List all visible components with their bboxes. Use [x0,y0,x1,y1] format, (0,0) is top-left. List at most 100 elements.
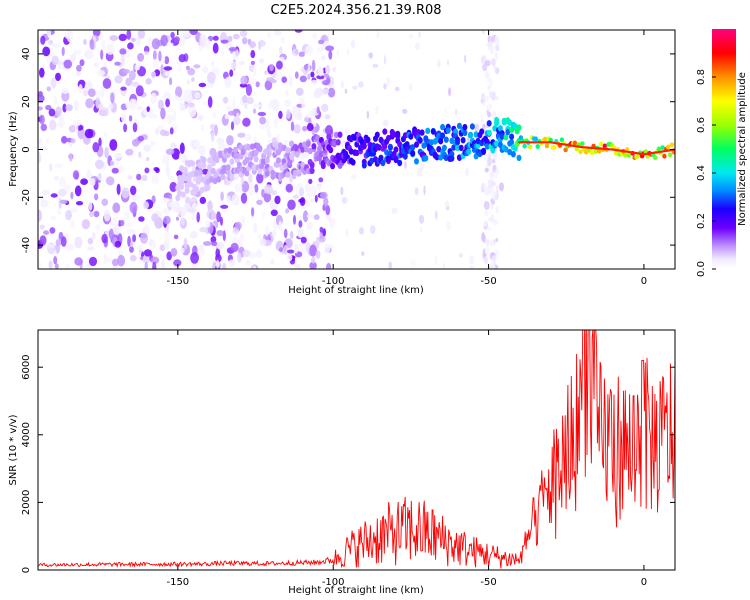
spectrogram-noise-blob [295,112,303,121]
spectrogram-noise-blob [85,98,94,109]
spectrogram-noise-blob [382,119,389,127]
spectrogram-noise-blob [264,225,269,237]
spectrogram-noise-blob [315,250,321,259]
spectrogram-noise-blob [153,50,157,61]
spectrogram-ridge-blob [486,120,492,127]
spectrogram-noise-blob [227,35,233,43]
spectrogram-noise-blob [252,265,257,269]
spectrogram-noise-blob [490,187,495,197]
spectrogram-noise-blob [312,32,318,40]
spectrogram-noise-blob [285,208,290,214]
spectrogram-noise-blob [249,41,256,49]
x-tick-label: -50 [480,577,496,588]
spectrogram-noise-blob [73,49,82,56]
colorbar-tick-label: 0.0 [696,261,707,277]
spectrogram-noise-blob [486,238,490,247]
spectrogram-noise-blob [103,209,111,222]
spectrogram-noise-blob [277,181,284,187]
spectrogram-noise-blob [210,130,215,143]
spectrogram-noise-blob [311,256,316,264]
spectrogram-ridge-blob [290,150,296,157]
spectrogram-noise-blob [299,187,305,197]
spectrogram-noise-blob [329,220,335,229]
spectrogram-noise-blob [292,214,297,225]
spectrogram-noise-blob [269,63,274,72]
spectrogram-noise-blob [180,247,185,254]
spectrogram-noise-blob [60,136,68,144]
spectrogram-noise-blob [288,75,293,88]
spectrogram-ridge-blob [490,147,496,154]
spectrogram-noise-blob [370,225,376,234]
spectrogram-ridge-blob [497,141,503,148]
spectrogram-noise-blob [488,90,493,99]
spectrogram-ridge-blob [597,148,602,154]
snr-series-line [38,330,675,569]
spectrogram-noise-blob [434,210,438,220]
spectrogram-noise-blob [132,122,138,133]
spectrogram-noise-blob [458,253,463,258]
spectrogram-noise-blob [225,105,234,113]
spectrogram-ridge-blob [281,144,287,151]
spectrogram-noise-blob [490,203,494,210]
spectrogram-noise-blob [179,35,186,47]
spectrogram-ridge-blob [382,128,388,135]
x-tick-label: 0 [641,577,647,588]
spectrogram-noise-blob [50,77,57,89]
spectrogram-noise-blob [271,190,278,196]
spectrogram-noise-blob [285,183,293,193]
spectrogram-ridge-blob [462,129,468,136]
spectrogram-noise-blob [209,147,217,157]
spectrogram-noise-blob [144,261,148,269]
spectrogram-ridge-blob [331,140,337,148]
spectrogram-noise-blob [39,224,45,230]
spectrogram-ridge-blob [257,145,263,152]
spectrogram-ridge-blob [207,169,212,177]
spectrogram-ridge-blob [443,154,449,162]
spectrogram-noise-blob [492,219,499,226]
spectrogram-noise-blob [205,220,211,228]
spectrogram-noise-blob [175,86,183,98]
spectrogram-noise-blob [159,244,166,252]
spectrogram-ridge-blob [229,158,235,165]
spectrogram-ridge-blob [669,142,675,148]
spectrogram-noise-blob [388,261,392,269]
spectrogram-ridge-blob [395,130,401,138]
spectrogram-noise-blob [489,171,495,180]
spectrogram-ridge-blob [201,162,207,169]
spectrogram-noise-blob [295,186,299,198]
spectrogram-noise-blob [493,239,496,245]
spectrogram-ridge-blob [578,149,583,155]
spectrogram-noise-blob [40,35,46,45]
spectrogram-noise-blob [311,59,316,72]
spectrogram-noise-blob [212,112,217,119]
spectrogram-noise-blob [483,220,487,227]
spectrogram-ridge-blob [289,140,295,148]
spectrogram-noise-blob [123,211,130,220]
spectrogram-noise-blob [361,251,365,256]
spectrogram-noise-blob [199,226,207,233]
spectrogram-noise-blob [111,167,119,174]
spectrogram-noise-blob [307,73,311,80]
y-tick-label: 4000 [21,422,32,447]
spectrogram-noise-blob [150,140,156,147]
spectrogram-ridge-blob [428,139,434,146]
spectrogram-noise-blob [66,30,74,43]
spectrogram-noise-blob [325,64,331,75]
spectrogram-noise-blob [141,174,148,182]
spectrogram-ridge-blob [449,150,455,158]
spectrogram-noise-blob [264,184,273,195]
spectrogram-noise-blob [491,199,495,205]
spectrogram-noise-blob [173,259,182,267]
spectrogram-noise-blob [481,183,486,191]
spectrogram-marks [38,30,675,269]
spectrogram-noise-blob [207,96,213,108]
spectrogram-noise-blob [258,42,262,50]
spectrogram-noise-blob [174,95,179,101]
spectrogram-ridge-blob [220,173,226,181]
spectrogram-noise-blob [76,64,82,72]
spectrogram-noise-blob [187,208,196,213]
spectrogram-noise-blob [309,198,314,203]
spectrogram-noise-blob [38,137,44,144]
colorbar-tick-label: 0.6 [696,117,707,133]
spectrogram-noise-blob [131,98,138,109]
